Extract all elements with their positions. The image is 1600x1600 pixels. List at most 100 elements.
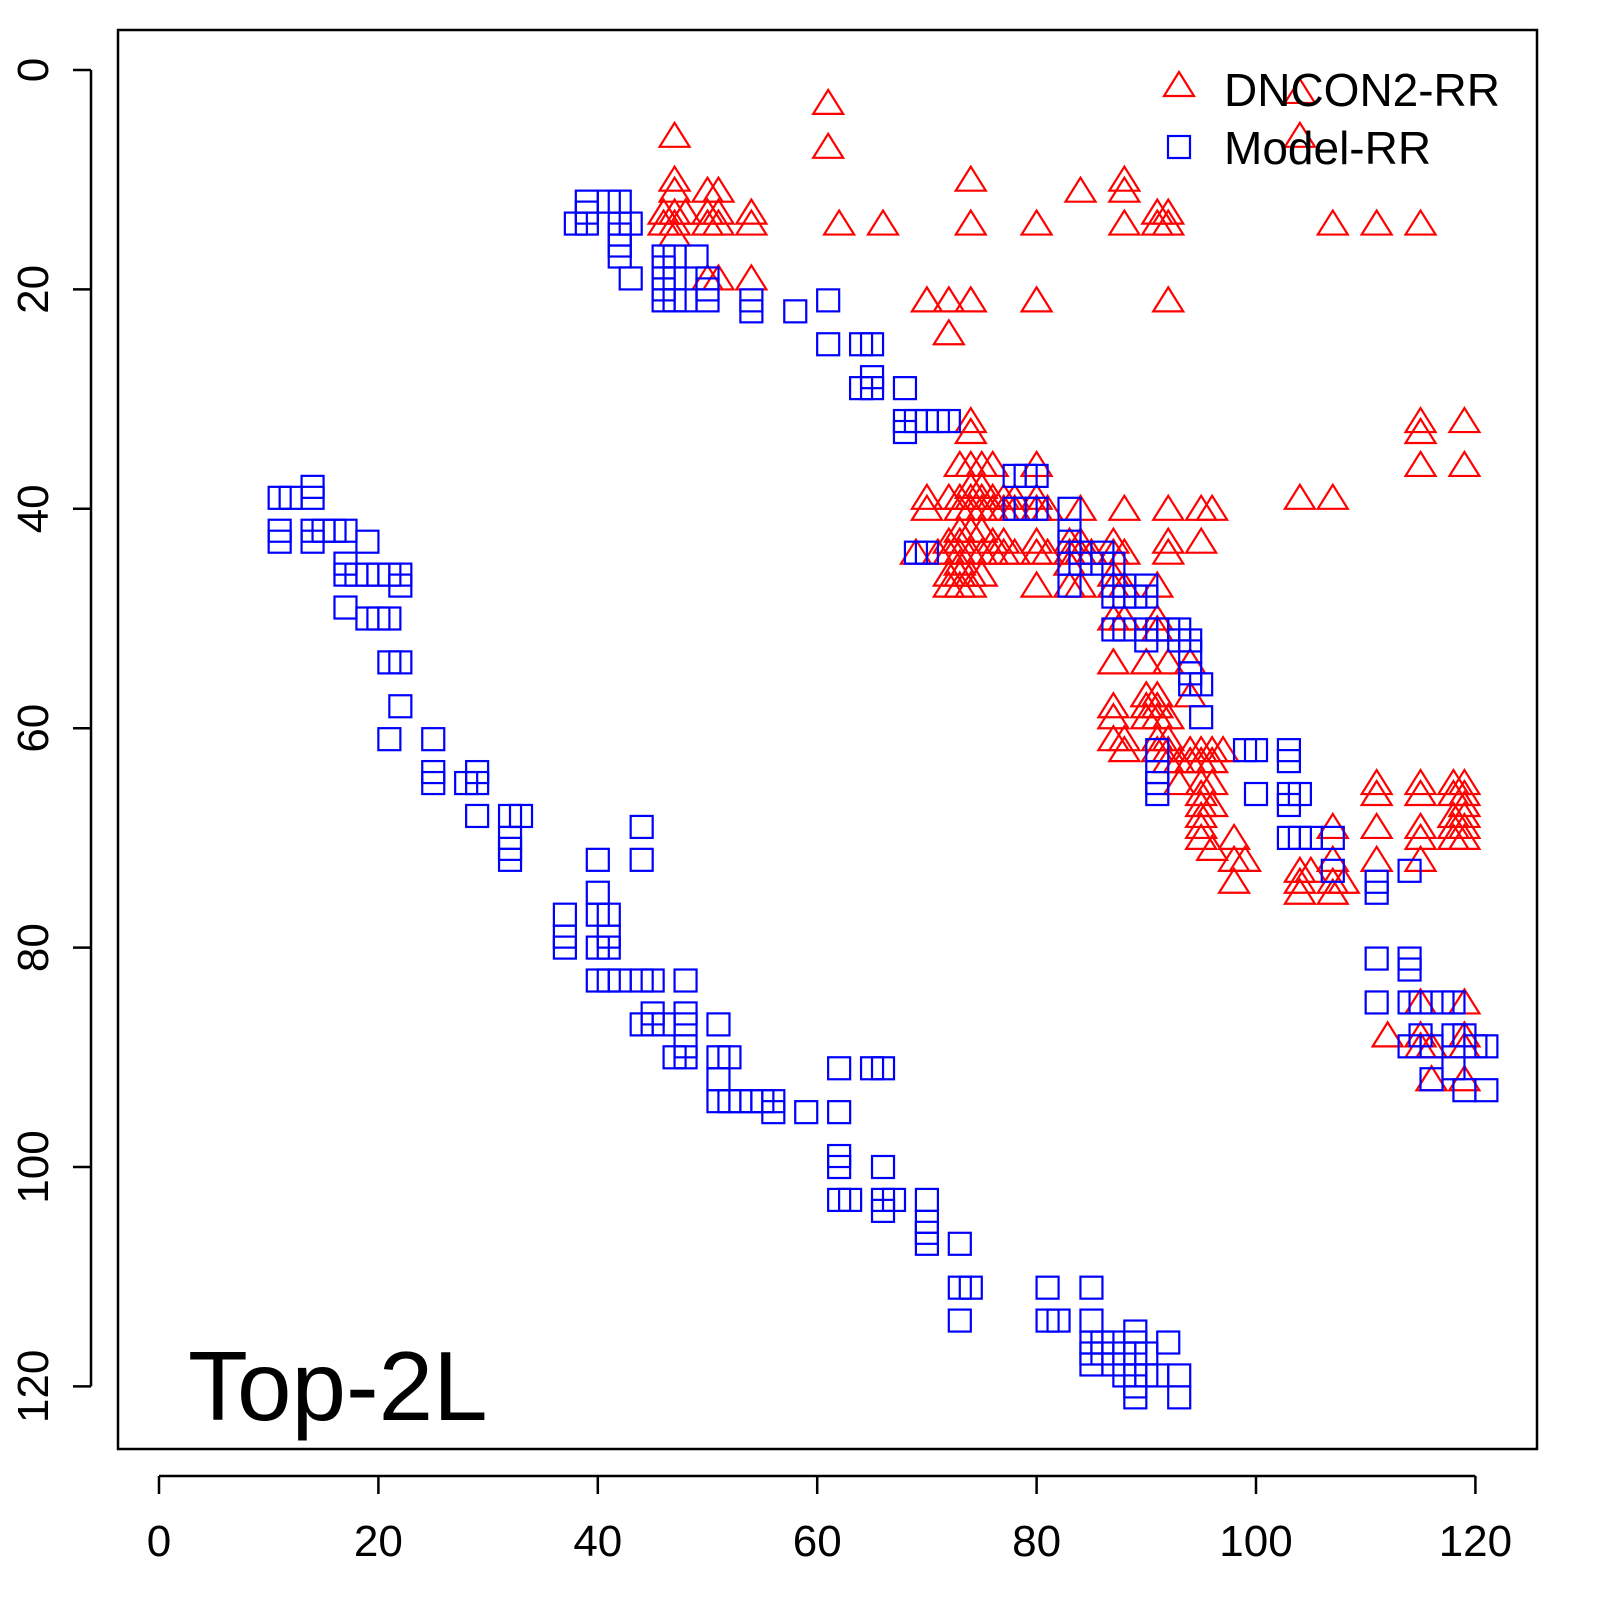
square-point (629, 847, 654, 872)
triangle-point (657, 120, 692, 148)
triangle-point (1019, 208, 1054, 236)
triangle-point (1195, 493, 1230, 521)
legend-label-dncon2: DNCON2-RR (1224, 64, 1500, 116)
square-point (1145, 781, 1170, 807)
square-point (1167, 1385, 1192, 1410)
square-point (1320, 825, 1345, 851)
triangle-point (909, 482, 944, 510)
triangle-point (953, 416, 988, 445)
triangle-point (953, 285, 988, 313)
square-point (497, 847, 523, 872)
triangle-point (1403, 416, 1438, 445)
square-point (684, 244, 709, 269)
triangle-point (1359, 811, 1394, 840)
triangle-point (1019, 570, 1054, 598)
triangle-point (1107, 175, 1142, 203)
square-point (673, 1045, 698, 1070)
triangle-point (657, 208, 692, 236)
triangle-point (1184, 493, 1219, 521)
square-point (1364, 880, 1389, 905)
square-point (936, 408, 961, 434)
square-point (596, 935, 621, 960)
square-point (870, 1056, 896, 1081)
triangle-point (701, 197, 736, 225)
square-point (1364, 990, 1389, 1015)
square-point (827, 1154, 852, 1180)
triangle-point (734, 263, 769, 291)
square-point (1276, 749, 1302, 774)
triangle-point (866, 208, 901, 236)
triangle-point (1282, 877, 1317, 905)
square-point (673, 968, 698, 993)
y-axis: 0 20 40 60 80 100 120 (9, 58, 93, 1423)
square-point (465, 803, 490, 829)
legend: DNCON2-RR Model-RR (1162, 64, 1500, 174)
triangle-point (942, 449, 977, 478)
square-point (1243, 781, 1269, 807)
triangle-point (1315, 208, 1350, 236)
square-point (1156, 1330, 1181, 1355)
square-point (859, 332, 885, 357)
x-tick-label: 60 (793, 1517, 842, 1566)
square-point (892, 376, 918, 401)
square-point (1364, 946, 1389, 971)
square-point (574, 211, 599, 236)
y-tick-label: 80 (9, 923, 58, 972)
y-tick-label: 60 (9, 704, 58, 753)
square-point (552, 902, 577, 927)
triangle-point (668, 197, 703, 225)
square-point (947, 1308, 972, 1333)
triangle-point (1151, 285, 1186, 313)
square-point (1134, 584, 1159, 609)
triangle-point (1019, 285, 1054, 313)
square-point (947, 1231, 972, 1256)
square-point (1474, 1034, 1499, 1059)
triangle-point (1151, 197, 1186, 225)
square-point (267, 529, 292, 554)
legend-triangle-icon (1162, 69, 1196, 98)
triangle-point (1151, 493, 1186, 521)
series-dncon2-rr (646, 76, 1482, 1092)
square-point (914, 1187, 940, 1213)
triangle-point (1403, 767, 1438, 796)
square-point (1046, 1308, 1071, 1333)
square-point (640, 968, 665, 993)
triangle-point (1063, 175, 1098, 203)
square-point (859, 376, 885, 401)
triangle-point (1151, 647, 1186, 675)
square-point (421, 770, 446, 796)
triangle-point (1019, 526, 1054, 554)
square-point (827, 1056, 852, 1081)
triangle-point (1151, 526, 1186, 554)
y-tick-label: 40 (9, 484, 58, 533)
square-point (958, 1275, 983, 1300)
square-point (1189, 672, 1214, 697)
legend-label-model: Model-RR (1224, 122, 1431, 174)
triangle-point (953, 405, 988, 434)
square-point (1189, 705, 1214, 730)
square-point (1397, 957, 1422, 982)
triangle-point (1184, 811, 1219, 840)
square-point (1035, 1275, 1060, 1300)
triangle-point (1447, 822, 1482, 851)
plot-frame (116, 28, 1539, 1451)
triangle-point (1140, 691, 1175, 719)
triangle-point (1184, 526, 1219, 554)
triangle-point (1206, 735, 1241, 763)
triangle-point (953, 164, 988, 192)
square-point (552, 935, 577, 960)
triangle-point (1447, 811, 1482, 840)
triangle-point (1403, 778, 1438, 807)
square-point (388, 573, 413, 598)
square-point (827, 1100, 852, 1125)
triangle-point (1359, 767, 1394, 796)
square-point (388, 650, 413, 675)
top-2l-annotation: Top-2L (188, 1331, 488, 1441)
triangle-point (909, 285, 944, 313)
square-point (881, 1187, 907, 1213)
triangle-point (1282, 76, 1317, 105)
triangle-point (1151, 208, 1186, 236)
square-point (1474, 1078, 1499, 1103)
square-point (618, 266, 643, 291)
